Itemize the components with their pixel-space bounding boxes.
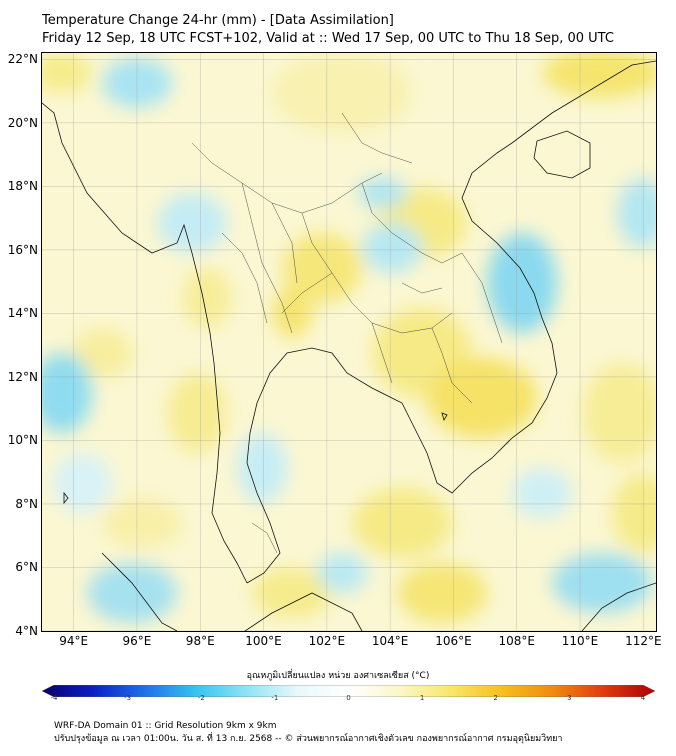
lon-label: 110°E [561, 634, 599, 648]
colorbar-tick-label: -4 [50, 694, 58, 702]
lat-label: 18°N [7, 179, 38, 194]
colorbar-tick-label: 4 [640, 694, 646, 702]
colorbar-title: อุณหภูมิเปลี่ยนแปลง หน่วย องศาเซลเซียส (… [246, 671, 430, 681]
lat-label: 12°N [7, 369, 38, 384]
graticule [42, 53, 656, 631]
lon-label: 108°E [498, 634, 535, 648]
temperature-field [42, 53, 656, 623]
colorbar-tick-label: 0 [346, 694, 351, 702]
map-panel[interactable] [41, 52, 657, 632]
lat-label: 22°N [7, 52, 38, 67]
lon-label: 96°E [122, 634, 152, 648]
colorbar-tick-label: -2 [197, 694, 205, 702]
temperature-change-map [42, 53, 656, 631]
lon-label: 112°E [625, 634, 662, 648]
lat-label: 14°N [7, 306, 38, 321]
footer-model-info: WRF-DA Domain 01 :: Grid Resolution 9km … [54, 721, 277, 731]
lon-label: 104°E [371, 634, 409, 648]
lat-label: 16°N [7, 242, 38, 257]
colorbar [41, 682, 656, 698]
lon-label: 98°E [185, 634, 215, 648]
colorbar-tick-label: -3 [124, 694, 132, 702]
lat-label: 8°N [15, 496, 38, 511]
lon-label: 94°E [59, 634, 89, 648]
lon-label: 106°E [435, 634, 472, 648]
lon-label: 100°E [245, 634, 282, 648]
map-title: Temperature Change 24-hr (mm) - [Data As… [42, 13, 394, 28]
lat-label: 10°N [7, 433, 38, 448]
lon-label: 102°E [308, 634, 346, 648]
colorbar-tick-label: 3 [567, 694, 572, 702]
admin-borders [191, 112, 503, 554]
footer-credit: ปรับปรุงข้อมูล ณ เวลา 01:00น. วัน ส. ที่… [54, 734, 563, 744]
map-title-block: Temperature Change 24-hr (mm) - [Data As… [42, 12, 614, 48]
footer: WRF-DA Domain 01 :: Grid Resolution 9km … [54, 720, 563, 746]
lat-label: 4°N [15, 624, 38, 638]
colorbar-tick-label: -1 [271, 694, 279, 702]
colorbar-tick-label: 2 [493, 694, 498, 702]
colorbar-tick-label: 1 [419, 694, 425, 702]
lat-label: 6°N [15, 560, 38, 575]
coastlines [42, 60, 656, 631]
lat-label: 20°N [7, 115, 38, 130]
map-subtitle: Friday 12 Sep, 18 UTC FCST+102, Valid at… [42, 31, 614, 46]
